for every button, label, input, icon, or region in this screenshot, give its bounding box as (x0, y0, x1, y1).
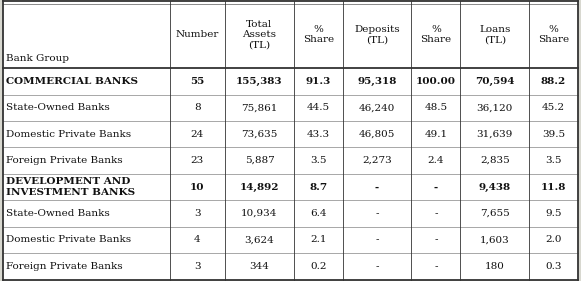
Text: 1,603: 1,603 (480, 235, 510, 244)
Text: 0.3: 0.3 (546, 262, 562, 271)
Text: 45.2: 45.2 (542, 103, 565, 112)
Text: Total
Assets
(TL): Total Assets (TL) (242, 20, 277, 50)
Text: COMMERCIAL BANKS: COMMERCIAL BANKS (6, 77, 138, 86)
Text: 2.0: 2.0 (546, 235, 562, 244)
Text: DEVELOPMENT AND
INVESTMENT BANKS: DEVELOPMENT AND INVESTMENT BANKS (6, 177, 135, 197)
Text: 91.3: 91.3 (306, 77, 331, 86)
Text: 100.00: 100.00 (416, 77, 456, 86)
Text: -: - (434, 183, 438, 192)
Text: 180: 180 (485, 262, 505, 271)
Text: Deposits
(TL): Deposits (TL) (354, 25, 400, 44)
Text: 2.1: 2.1 (310, 235, 327, 244)
Text: %
Share: % Share (421, 25, 451, 44)
Text: 2,273: 2,273 (362, 156, 392, 165)
Text: 55: 55 (190, 77, 205, 86)
Text: Foreign Private Banks: Foreign Private Banks (6, 262, 123, 271)
Text: -: - (434, 235, 437, 244)
Text: 36,120: 36,120 (476, 103, 513, 112)
Text: 11.8: 11.8 (541, 183, 566, 192)
Text: 155,383: 155,383 (236, 77, 283, 86)
Text: -: - (434, 262, 437, 271)
Text: %
Share: % Share (538, 25, 569, 44)
Text: 3.5: 3.5 (546, 156, 562, 165)
Text: 3.5: 3.5 (310, 156, 327, 165)
Text: 43.3: 43.3 (307, 130, 330, 139)
Text: 88.2: 88.2 (541, 77, 566, 86)
Text: 39.5: 39.5 (542, 130, 565, 139)
Text: 31,639: 31,639 (476, 130, 513, 139)
Text: 48.5: 48.5 (424, 103, 447, 112)
Text: Bank Group: Bank Group (6, 54, 69, 63)
Text: 24: 24 (191, 130, 204, 139)
Text: 2.4: 2.4 (428, 156, 444, 165)
Text: 46,240: 46,240 (359, 103, 395, 112)
Text: 3: 3 (194, 262, 200, 271)
Text: 8.7: 8.7 (309, 183, 327, 192)
Text: Number: Number (175, 30, 219, 39)
Text: 344: 344 (249, 262, 270, 271)
Text: 73,635: 73,635 (241, 130, 278, 139)
Text: 3: 3 (194, 209, 200, 218)
Text: 0.2: 0.2 (310, 262, 327, 271)
Text: 6.4: 6.4 (310, 209, 327, 218)
Text: -: - (375, 262, 379, 271)
Text: %
Share: % Share (303, 25, 334, 44)
Text: 49.1: 49.1 (424, 130, 447, 139)
Text: 23: 23 (191, 156, 204, 165)
Text: 7,655: 7,655 (480, 209, 510, 218)
Text: 10: 10 (190, 183, 205, 192)
Text: 75,861: 75,861 (241, 103, 278, 112)
Text: 3,624: 3,624 (245, 235, 274, 244)
Text: Loans
(TL): Loans (TL) (479, 25, 511, 44)
Text: 44.5: 44.5 (307, 103, 330, 112)
Text: 95,318: 95,318 (357, 77, 397, 86)
Text: 2,835: 2,835 (480, 156, 510, 165)
Text: Domestic Private Banks: Domestic Private Banks (6, 235, 131, 244)
Text: 70,594: 70,594 (475, 77, 515, 86)
Text: State-Owned Banks: State-Owned Banks (6, 209, 110, 218)
Text: 46,805: 46,805 (359, 130, 395, 139)
Text: -: - (375, 209, 379, 218)
Text: 8: 8 (194, 103, 200, 112)
Text: 5,887: 5,887 (245, 156, 274, 165)
Text: Domestic Private Banks: Domestic Private Banks (6, 130, 131, 139)
Text: 4: 4 (194, 235, 200, 244)
Text: State-Owned Banks: State-Owned Banks (6, 103, 110, 112)
Text: -: - (434, 209, 437, 218)
Text: -: - (375, 235, 379, 244)
Text: Foreign Private Banks: Foreign Private Banks (6, 156, 123, 165)
Text: 9,438: 9,438 (479, 183, 511, 192)
Text: -: - (375, 183, 379, 192)
Text: 10,934: 10,934 (241, 209, 278, 218)
Text: 9.5: 9.5 (546, 209, 562, 218)
Text: 14,892: 14,892 (240, 183, 279, 192)
